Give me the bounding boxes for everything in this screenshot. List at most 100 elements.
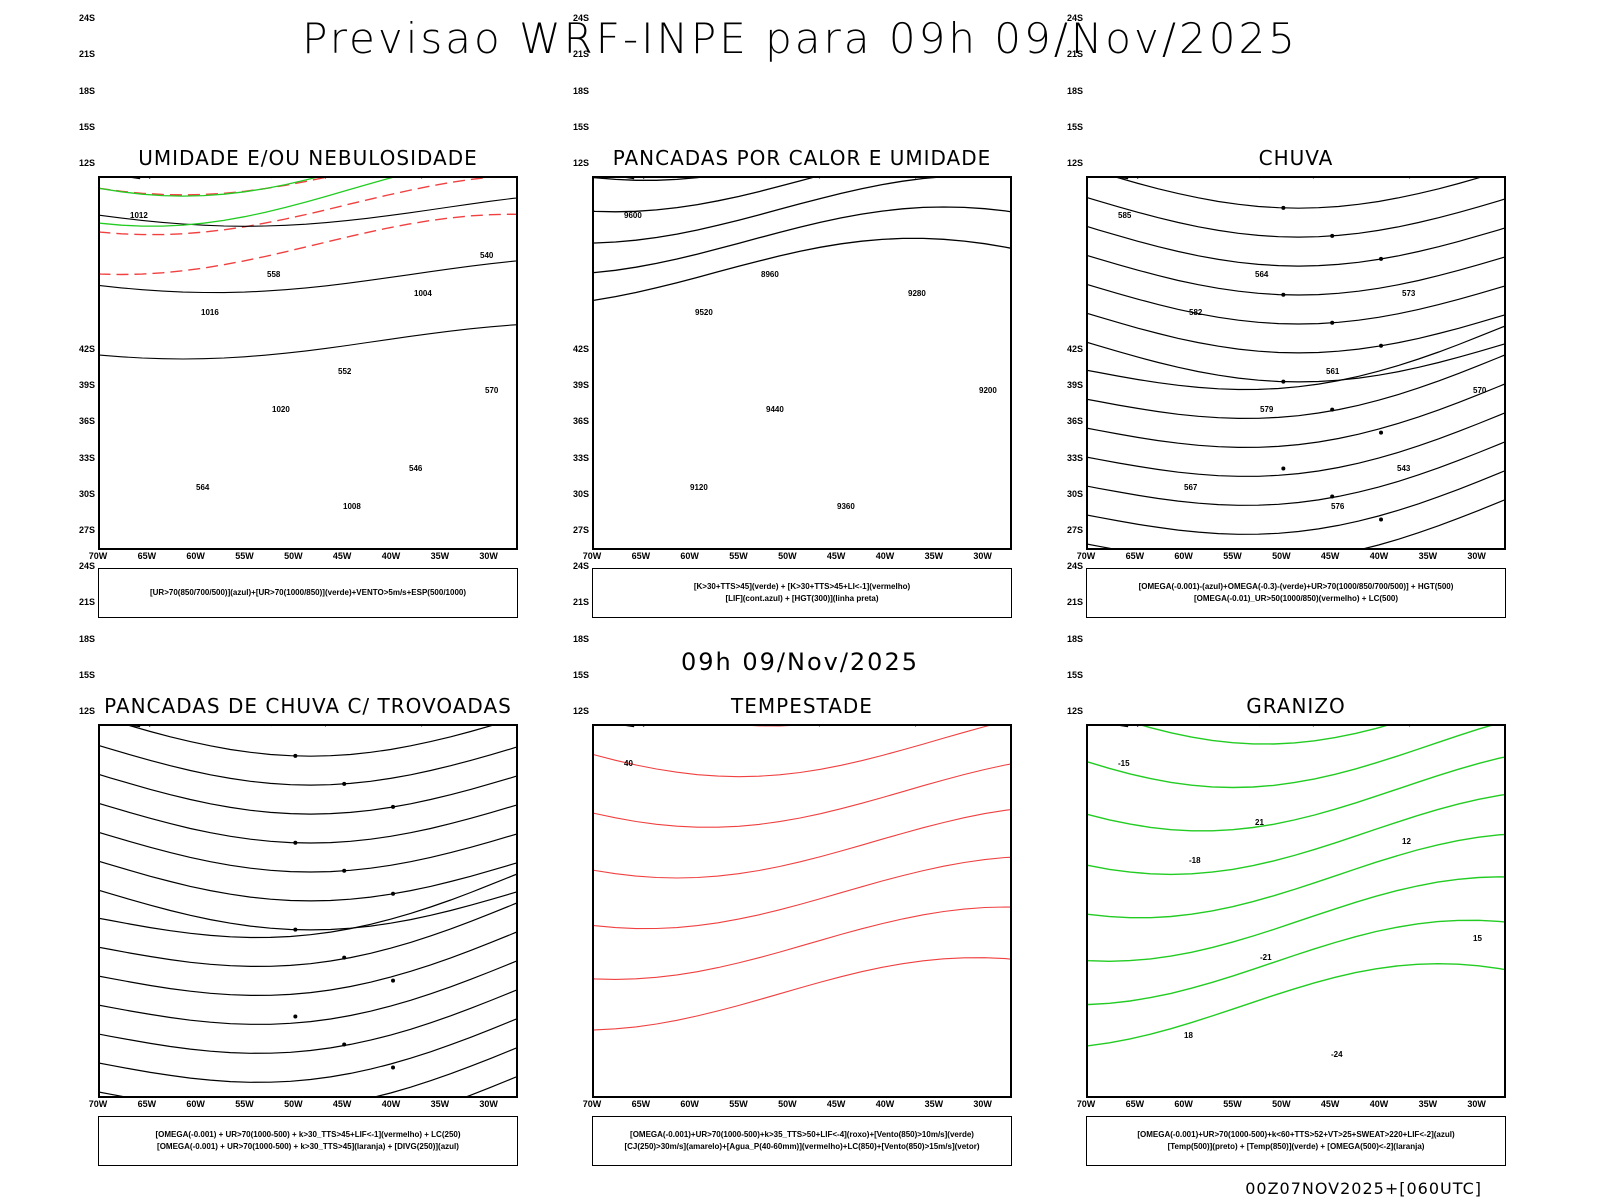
- streamline: [1088, 312, 1504, 354]
- contour-label: 9280: [908, 289, 926, 298]
- map-area: -15 -18 -21 -24 12 15 18 21: [1086, 724, 1506, 1098]
- longitude-tick: 35W: [924, 1099, 944, 1109]
- arrow-head: [391, 1065, 396, 1070]
- geopotential-contour: [594, 178, 814, 213]
- contour-label: 1004: [414, 289, 432, 298]
- arrow-head: [293, 753, 298, 758]
- contour-label: -18: [1189, 856, 1201, 865]
- streamline: [1088, 325, 1504, 391]
- panel-pancadas-calor: PANCADAS POR CALOR E UMIDADE 9600 9520 9440…: [573, 13, 1012, 620]
- longitude-tick: 55W: [235, 551, 254, 561]
- humid-layer-contour: [100, 178, 393, 227]
- contour-label: 9520: [695, 308, 713, 317]
- arrow-head: [1330, 233, 1335, 238]
- latitude-tick: 15S: [78, 669, 95, 680]
- thickness-contour: [100, 178, 490, 236]
- longitude-tick: 45W: [1320, 1099, 1340, 1109]
- latitude-tick: 15S: [78, 121, 95, 132]
- latitude-tick: 36S: [1066, 416, 1083, 427]
- humid-layer-contour: [100, 178, 317, 197]
- arrow-head: [391, 978, 396, 983]
- latitude-tick: 15S: [1066, 121, 1083, 132]
- streamline: [100, 989, 516, 1054]
- geopotential-contour: [594, 206, 1010, 274]
- geopotential-contour: [594, 178, 700, 181]
- pressure-isobar: [100, 197, 516, 227]
- longitude-tick: 70W: [582, 1099, 602, 1109]
- latitude-tick: 36S: [572, 416, 589, 427]
- geopotential-contour: [594, 237, 1010, 301]
- longitude-tick: 50W: [1272, 1099, 1291, 1109]
- latitude-tick: 12S: [572, 157, 589, 168]
- precip-water-contour: [594, 957, 1010, 1031]
- latitude-tick: 18S: [1066, 633, 1083, 644]
- arrow-head: [391, 891, 396, 896]
- longitude-tick: 50W: [778, 1099, 797, 1109]
- latitude-tick: 42S: [572, 344, 589, 354]
- contour-label: 546: [409, 464, 423, 473]
- arrow-head: [342, 868, 347, 873]
- arrow-head: [293, 1014, 298, 1019]
- streamline: [1088, 197, 1504, 238]
- streamline: [100, 803, 516, 844]
- contour-label: 561: [1326, 367, 1340, 376]
- longitude-tick: 40W: [381, 551, 401, 561]
- contour-label: 9440: [766, 405, 784, 414]
- streamline: [1116, 178, 1481, 209]
- longitude-tick: 65W: [1125, 1099, 1145, 1109]
- legend-line: [UR>70(850/700/500)](azul)+[UR>70(1000/8…: [149, 588, 467, 597]
- longitude-tick: 65W: [631, 551, 651, 561]
- precip-water-contour: [594, 763, 1010, 828]
- precip-water-contour: [594, 856, 1010, 930]
- streamline: [1088, 499, 1504, 548]
- latitude-tick: 15S: [572, 121, 589, 132]
- arrow-head: [1379, 256, 1384, 261]
- longitude-tick: 40W: [875, 551, 895, 561]
- panel-title: GRANIZO: [1246, 694, 1346, 718]
- latitude-tick: 12S: [78, 705, 95, 716]
- map-canvas: 1012 1016 1020 1008 1004 570 564 558 552 546 540: [100, 178, 516, 511]
- longitude-tick: 65W: [631, 1099, 651, 1109]
- map-canvas: 585 582 579 576 573 570 567 564 561 543: [1088, 178, 1504, 548]
- contour-label: 9200: [979, 386, 997, 395]
- longitude-tick: 45W: [826, 1099, 846, 1109]
- legend-line: [OMEGA(-0.001) + UR>70(1000-500) + k>30_…: [157, 1142, 459, 1151]
- latitude-tick: 30S: [1066, 488, 1083, 499]
- latitude-tick: 24S: [572, 561, 589, 572]
- longitude-tick: 35W: [1418, 1099, 1438, 1109]
- legend-line: [OMEGA(-0.001)+UR>70(1000-500)+k<60+TTS>…: [1137, 1130, 1455, 1139]
- longitude-tick: 45W: [332, 1099, 352, 1109]
- precip-water-contour: [594, 809, 1010, 879]
- temp-850-contour: [1142, 726, 1388, 745]
- contour-label: 543: [1397, 464, 1411, 473]
- latitude-tick: 18S: [572, 85, 589, 96]
- contour-label: 570: [1473, 386, 1487, 395]
- latitude-tick: 24S: [1066, 561, 1083, 572]
- latitude-tick: 18S: [1066, 85, 1083, 96]
- longitude-tick: 35W: [924, 551, 944, 561]
- precip-water-contour: [594, 906, 1010, 980]
- arrow-head: [1281, 205, 1286, 210]
- precip-water-contour: [594, 726, 990, 778]
- panel-legend: [OMEGA(-0.001)+UR>70(1000-500)+k<60+TTS>…: [1086, 1116, 1506, 1166]
- map-canvas: [100, 726, 516, 1096]
- temp-850-contour: [1088, 962, 1504, 1047]
- latitude-tick: 18S: [78, 85, 95, 96]
- contour-label: 582: [1189, 308, 1203, 317]
- longitude-tick: 50W: [778, 551, 797, 561]
- longitude-tick: 70W: [582, 551, 602, 561]
- latitude-tick: 30S: [78, 488, 95, 499]
- panel-chuva: CHUVA 585 582 579 576 573 570 567 564 561 543 12S 15…: [1067, 13, 1506, 620]
- map-area: 40: [592, 724, 1012, 1098]
- contour-label: 585: [1118, 211, 1132, 220]
- streamline: [100, 774, 516, 815]
- panel-title: PANCADAS POR CALOR E UMIDADE: [612, 146, 992, 170]
- panel-title: UMIDADE E/OU NEBULOSIDADE: [138, 146, 478, 170]
- longitude-tick: 45W: [332, 551, 352, 561]
- map-area: 1012 1016 1020 1008 1004 570 564 558 552 546 540: [98, 176, 518, 550]
- streamline: [1088, 470, 1504, 535]
- map-canvas: 9600 9520 9440 9360 9280 9200 9120 8960: [594, 178, 1010, 511]
- longitude-tick: 50W: [284, 551, 303, 561]
- contour-label: -15: [1118, 759, 1130, 768]
- panel-title: TEMPESTADE: [731, 694, 873, 718]
